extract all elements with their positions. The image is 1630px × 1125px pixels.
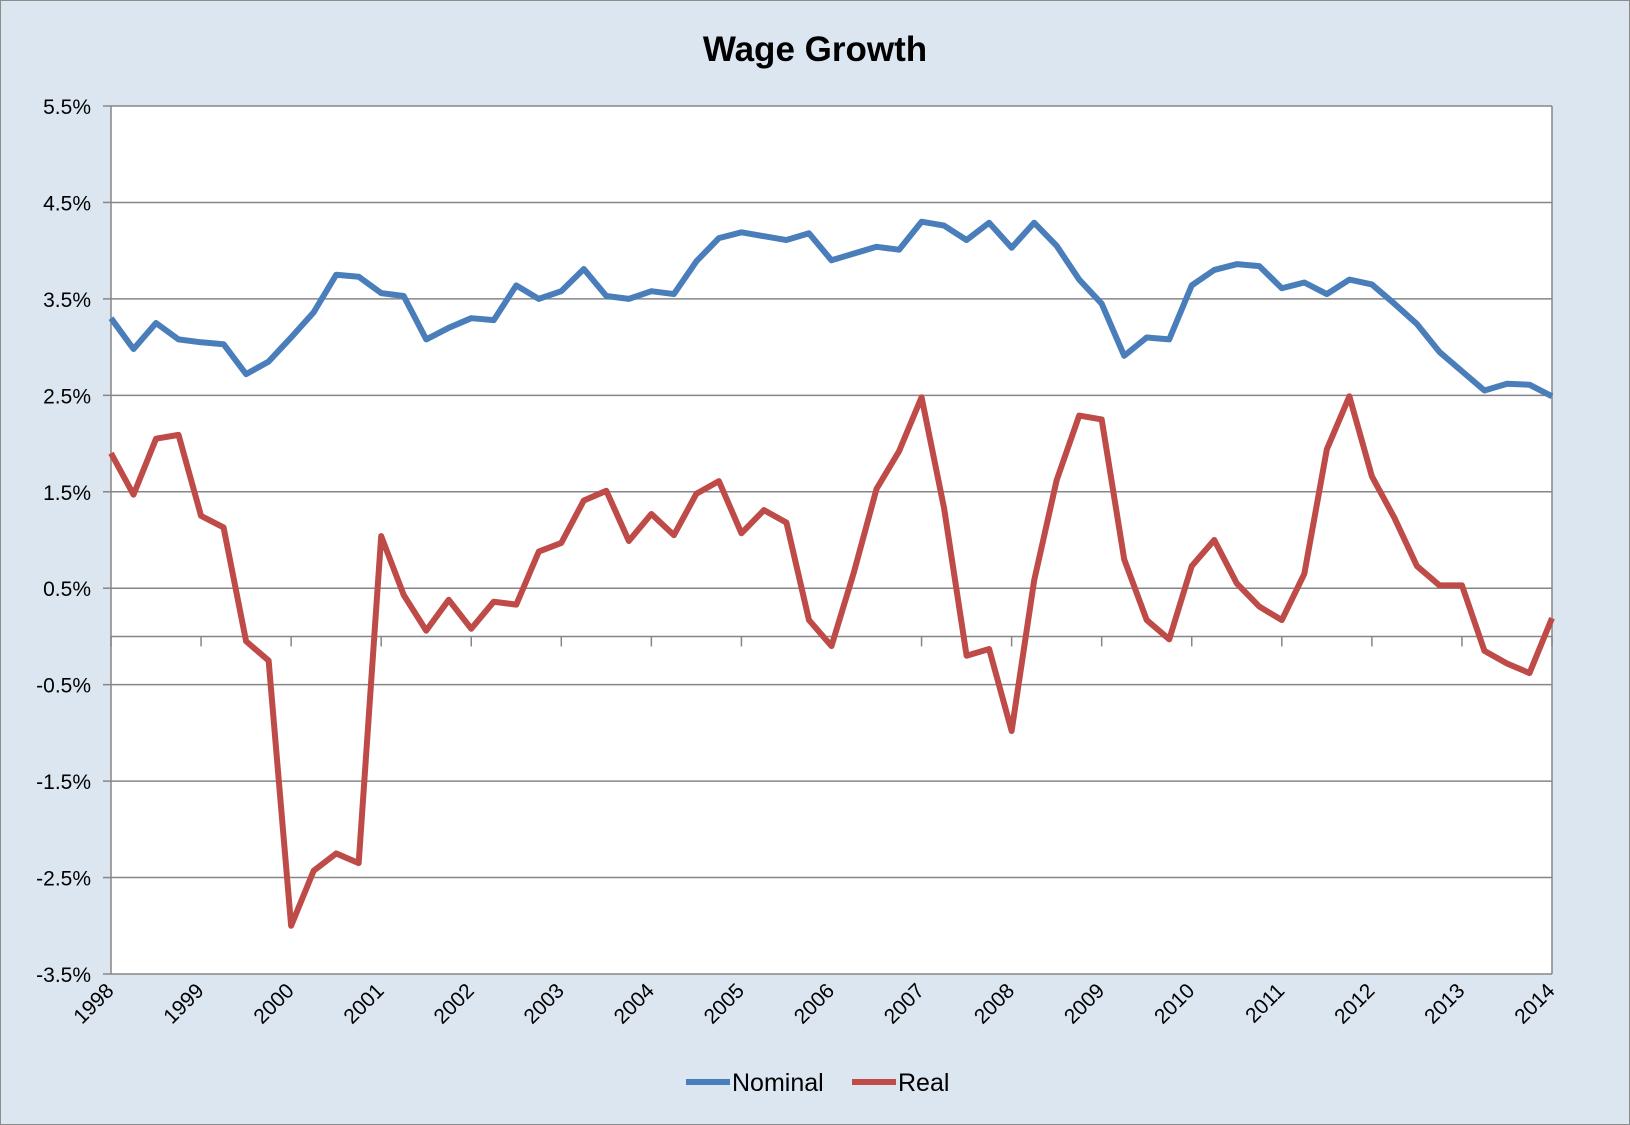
x-tick-label: 1999 bbox=[159, 979, 208, 1028]
x-tick-label: 2002 bbox=[429, 979, 478, 1028]
x-tick-label: 2006 bbox=[790, 979, 839, 1028]
y-tick-label: 5.5% bbox=[43, 96, 91, 119]
y-tick-label: 0.5% bbox=[43, 578, 91, 601]
y-tick-label: 2.5% bbox=[43, 385, 91, 408]
chart-title: Wage Growth bbox=[703, 30, 927, 69]
y-tick-label: -1.5% bbox=[36, 771, 91, 794]
legend-label-nominal: Nominal bbox=[732, 1069, 824, 1097]
y-tick-label: 1.5% bbox=[43, 482, 91, 505]
gridlines bbox=[111, 201, 1552, 879]
x-tick-label: 2004 bbox=[610, 979, 660, 1029]
y-tick-label: -3.5% bbox=[36, 964, 91, 987]
x-tick-label: 2012 bbox=[1330, 979, 1379, 1028]
nominal-line bbox=[108, 218, 1554, 399]
legend-item-nominal: Nominal bbox=[686, 1069, 824, 1097]
y-tick-labels: 5.5% 4.5% 3.5% 2.5% 1.5% 0.5% -0.5% -1.5% -2.5% -… bbox=[36, 96, 91, 987]
x-tick-label: 2013 bbox=[1420, 979, 1469, 1028]
y-tick-label: -2.5% bbox=[36, 868, 91, 891]
x-tick-label: 2008 bbox=[970, 979, 1019, 1028]
y-tick-label: 3.5% bbox=[43, 289, 91, 312]
x-tick-label: 2011 bbox=[1241, 979, 1289, 1027]
y-tick-label: -0.5% bbox=[36, 675, 91, 698]
x-tick-label: 2001 bbox=[339, 979, 388, 1028]
x-tick-label: 2009 bbox=[1060, 979, 1109, 1028]
legend: Nominal Real bbox=[686, 1069, 949, 1097]
x-tick-label: 2000 bbox=[249, 979, 298, 1028]
series-lines bbox=[108, 218, 1555, 929]
plot-area bbox=[111, 106, 1552, 974]
legend-item-real: Real bbox=[852, 1069, 949, 1097]
x-tick-label: 2014 bbox=[1510, 979, 1560, 1029]
x-tick-label: 2007 bbox=[880, 979, 929, 1028]
real-line bbox=[108, 393, 1555, 929]
x-tick-label: 2005 bbox=[700, 979, 749, 1028]
x-tick-label: 2010 bbox=[1150, 979, 1199, 1028]
plot-border bbox=[103, 105, 1553, 975]
x-tick-labels: 1998 1999 2000 2001 2002 2003 2004 2005 2006 2007… bbox=[69, 979, 1560, 1029]
y-tick-label: 4.5% bbox=[43, 192, 91, 215]
x-tick-label: 2003 bbox=[520, 979, 569, 1028]
legend-label-real: Real bbox=[898, 1069, 949, 1097]
